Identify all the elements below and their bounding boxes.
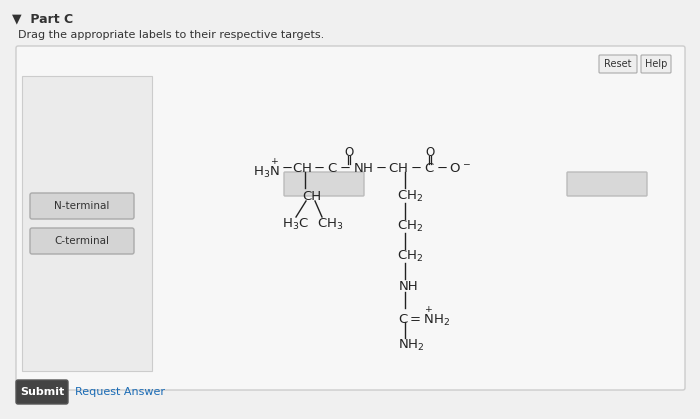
Text: N-terminal: N-terminal <box>55 201 110 211</box>
Text: $\mathrm{CH_2}$: $\mathrm{CH_2}$ <box>397 189 424 204</box>
Text: ▼  Part C: ▼ Part C <box>12 12 73 25</box>
Text: $\mathrm{NH_2}$: $\mathrm{NH_2}$ <box>398 337 425 352</box>
FancyBboxPatch shape <box>16 380 68 404</box>
FancyBboxPatch shape <box>30 193 134 219</box>
Text: $\mathrm{H_3C}$: $\mathrm{H_3C}$ <box>282 217 309 232</box>
Text: C-terminal: C-terminal <box>55 236 109 246</box>
Text: O: O <box>426 145 435 158</box>
FancyBboxPatch shape <box>22 76 152 371</box>
Text: $\mathrm{CH_3}$: $\mathrm{CH_3}$ <box>317 217 344 232</box>
Text: Help: Help <box>645 59 667 69</box>
Text: Drag the appropriate labels to their respective targets.: Drag the appropriate labels to their res… <box>18 30 324 40</box>
Text: $\mathrm{H_3\overset{+}{N}}$: $\mathrm{H_3\overset{+}{N}}$ <box>253 156 280 180</box>
FancyBboxPatch shape <box>30 228 134 254</box>
Text: $\mathrm{CH_2}$: $\mathrm{CH_2}$ <box>397 218 424 233</box>
FancyBboxPatch shape <box>284 172 364 196</box>
Text: $\mathrm{-CH-C-NH-CH-C-O^-}$: $\mathrm{-CH-C-NH-CH-C-O^-}$ <box>281 161 471 174</box>
FancyBboxPatch shape <box>599 55 637 73</box>
FancyBboxPatch shape <box>641 55 671 73</box>
FancyBboxPatch shape <box>567 172 647 196</box>
Text: CH: CH <box>302 189 321 202</box>
Text: O: O <box>344 145 354 158</box>
FancyBboxPatch shape <box>16 46 685 390</box>
Text: Reset: Reset <box>604 59 631 69</box>
Text: Submit: Submit <box>20 387 64 397</box>
Text: $\mathrm{CH_2}$: $\mathrm{CH_2}$ <box>397 248 424 264</box>
Text: Request Answer: Request Answer <box>75 387 165 397</box>
Text: NH: NH <box>399 279 419 292</box>
Text: $\mathrm{C{=}\overset{+}{N}H_2}$: $\mathrm{C{=}\overset{+}{N}H_2}$ <box>398 304 450 328</box>
